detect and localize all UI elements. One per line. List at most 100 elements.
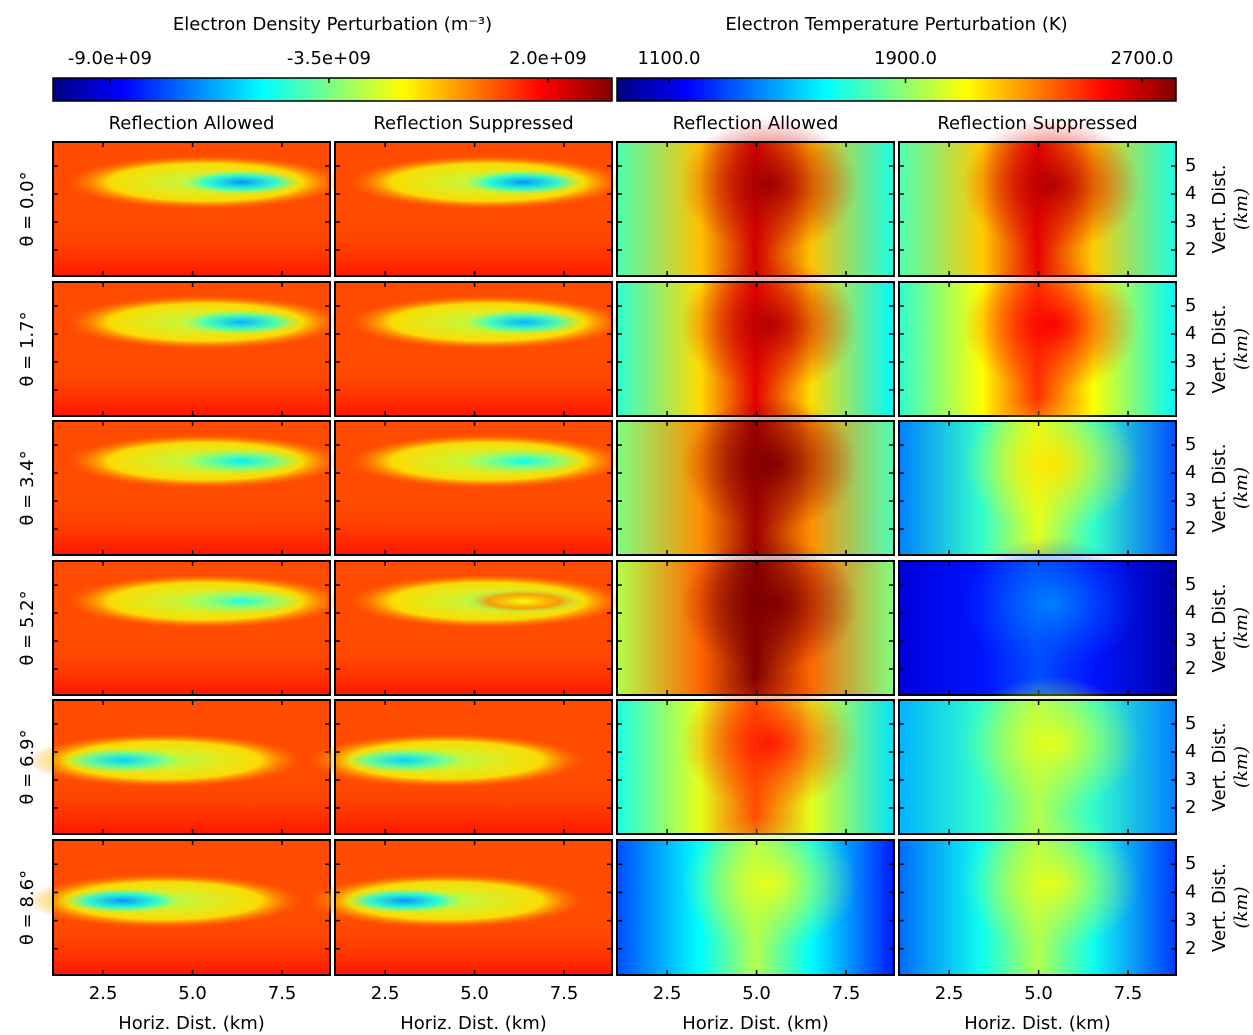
heatmap-panel: [52, 420, 344, 556]
x-tick-label: 5.0: [460, 983, 489, 1004]
x-axis-label: Horiz. Dist. (km): [964, 1013, 1111, 1034]
row-label: θ = 5.2°: [17, 590, 38, 665]
field: [462, 449, 585, 474]
y-axis-label: (km): [1231, 328, 1252, 370]
field: [343, 888, 466, 913]
colorbar-title: Electron Density Perturbation (m⁻³): [173, 14, 492, 35]
field: [962, 396, 1140, 531]
colorbar-tick-label: -3.5e+09: [287, 48, 371, 69]
x-tick-label: 5.0: [178, 983, 207, 1004]
row-label: θ = 8.6°: [17, 870, 38, 945]
panel-frame: [334, 839, 613, 976]
panel-frame: [616, 839, 895, 976]
field: [962, 675, 1140, 810]
heatmap-panel: [334, 141, 626, 277]
panel-frame: [334, 699, 613, 835]
x-tick-label: 5.0: [1024, 983, 1053, 1004]
field: [53, 215, 330, 276]
y-axis-label: (km): [1231, 188, 1252, 230]
heatmap-panel: [52, 560, 344, 696]
column-title: Reflection Allowed: [109, 113, 275, 134]
field: [343, 748, 466, 773]
field: [53, 634, 330, 695]
y-axis-label: Vert. Dist.: [1209, 305, 1230, 394]
heatmap-panel: [898, 117, 1177, 277]
x-tick-label: 7.5: [550, 983, 579, 1004]
y-tick-label: 4: [1185, 183, 1196, 204]
heatmap-panel: [52, 141, 344, 277]
field: [680, 117, 858, 252]
field: [335, 355, 612, 416]
heatmap-panel: [25, 839, 331, 976]
field: [53, 355, 330, 416]
field: [462, 170, 585, 195]
heatmap-panel: [307, 699, 613, 835]
x-tick-label: 2.5: [89, 983, 118, 1004]
heatmap-panel: [616, 675, 895, 835]
field: [61, 748, 184, 773]
y-tick-label: 5: [1185, 853, 1196, 874]
field: [180, 170, 303, 195]
heatmap-panel: [616, 257, 895, 417]
field: [962, 815, 1140, 951]
panel-frame: [52, 560, 331, 696]
y-tick-label: 2: [1185, 239, 1196, 260]
x-tick-label: 2.5: [653, 983, 682, 1004]
heatmap-panel: [898, 536, 1177, 696]
colorbar-tick-label: 2.0e+09: [509, 48, 587, 69]
y-tick-label: 3: [1185, 630, 1196, 651]
y-axis-label: (km): [1231, 746, 1252, 788]
heatmap-panel: [898, 257, 1177, 417]
y-tick-label: 5: [1185, 434, 1196, 455]
x-tick-label: 7.5: [1114, 983, 1143, 1004]
y-axis-label: (km): [1231, 886, 1252, 928]
field: [335, 634, 612, 695]
panel-frame: [52, 281, 331, 417]
heatmap-panel: [334, 281, 626, 417]
panel-frame: [334, 420, 613, 556]
field: [180, 310, 303, 335]
panel-frame: [52, 141, 331, 277]
x-axis-label: Horiz. Dist. (km): [400, 1013, 547, 1034]
x-tick-label: 2.5: [935, 983, 964, 1004]
panel-frame: [334, 560, 613, 696]
column-title: Reflection Suppressed: [373, 113, 573, 134]
y-tick-label: 2: [1185, 518, 1196, 539]
colorbar-tick-label: 1900.0: [874, 48, 937, 69]
heatmap-panel: [52, 281, 344, 417]
y-tick-label: 2: [1185, 938, 1196, 959]
y-tick-label: 5: [1185, 574, 1196, 595]
row-label: θ = 0.0°: [17, 171, 38, 246]
y-tick-label: 4: [1185, 741, 1196, 762]
y-axis-label: Vert. Dist.: [1209, 165, 1230, 254]
y-axis-label: (km): [1231, 467, 1252, 509]
row-label: θ = 3.4°: [17, 450, 38, 525]
y-tick-label: 2: [1185, 658, 1196, 679]
field: [462, 310, 585, 335]
y-axis-label: Vert. Dist.: [1209, 444, 1230, 533]
y-axis-label: (km): [1231, 607, 1252, 649]
colorbar-tick-label: 2700.0: [1111, 48, 1174, 69]
panel-frame: [334, 141, 613, 277]
y-axis-label: Vert. Dist.: [1209, 863, 1230, 952]
x-axis-label: Horiz. Dist. (km): [682, 1013, 829, 1034]
row-label: θ = 1.7°: [17, 311, 38, 386]
y-tick-label: 3: [1185, 490, 1196, 511]
field: [180, 449, 303, 474]
y-tick-label: 5: [1185, 295, 1196, 316]
field: [462, 589, 585, 614]
field: [680, 536, 858, 671]
y-tick-label: 2: [1185, 379, 1196, 400]
row-label: θ = 6.9°: [17, 729, 38, 804]
y-axis-label: Vert. Dist.: [1209, 723, 1230, 812]
y-axis-label: Vert. Dist.: [1209, 584, 1230, 673]
field: [335, 215, 612, 276]
y-tick-label: 4: [1185, 462, 1196, 483]
y-tick-label: 3: [1185, 351, 1196, 372]
y-tick-label: 5: [1185, 713, 1196, 734]
colorbar-tick-label: -9.0e+09: [68, 48, 152, 69]
y-tick-label: 3: [1185, 211, 1196, 232]
field: [680, 257, 858, 392]
field: [962, 536, 1140, 671]
